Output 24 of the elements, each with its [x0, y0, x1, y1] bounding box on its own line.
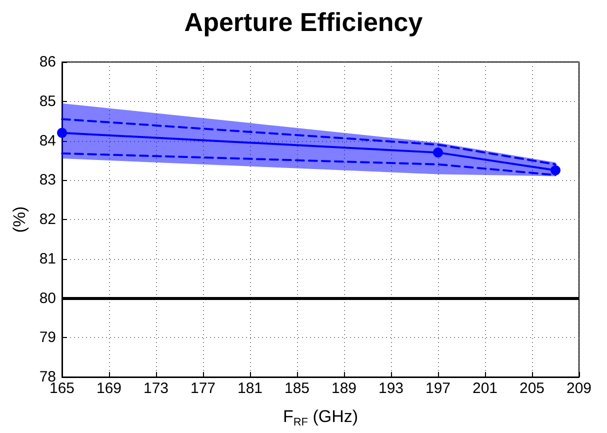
y-tick-label: 83	[39, 172, 56, 189]
x-tick-label: 197	[425, 380, 451, 397]
point	[550, 165, 560, 176]
x-tick-label: 189	[331, 380, 357, 397]
y-tick-label: 82	[39, 211, 56, 228]
y-tick-label: 80	[39, 290, 56, 307]
chart-title: Aperture Efficiency	[184, 7, 424, 37]
y-tick-label: 86	[39, 54, 56, 70]
x-tick-label: 177	[190, 380, 216, 397]
x-tick-label: 181	[237, 380, 263, 397]
point	[433, 148, 443, 158]
point	[57, 128, 67, 138]
y-tick-label: 79	[39, 329, 56, 346]
x-tick-label: 209	[566, 380, 592, 397]
x-tick-label: 193	[378, 380, 404, 397]
y-axis-title: (%)	[10, 206, 29, 233]
x-tick-label: 201	[472, 380, 498, 397]
y-tick-label: 84	[39, 132, 56, 150]
x-tick-label: 205	[519, 380, 545, 397]
y-tick-label: 81	[39, 250, 56, 268]
y-tick-label: 85	[39, 92, 56, 110]
x-tick-label: 185	[284, 380, 310, 397]
x-tick-label: 169	[96, 380, 122, 397]
x-tick-label: 173	[143, 380, 169, 397]
